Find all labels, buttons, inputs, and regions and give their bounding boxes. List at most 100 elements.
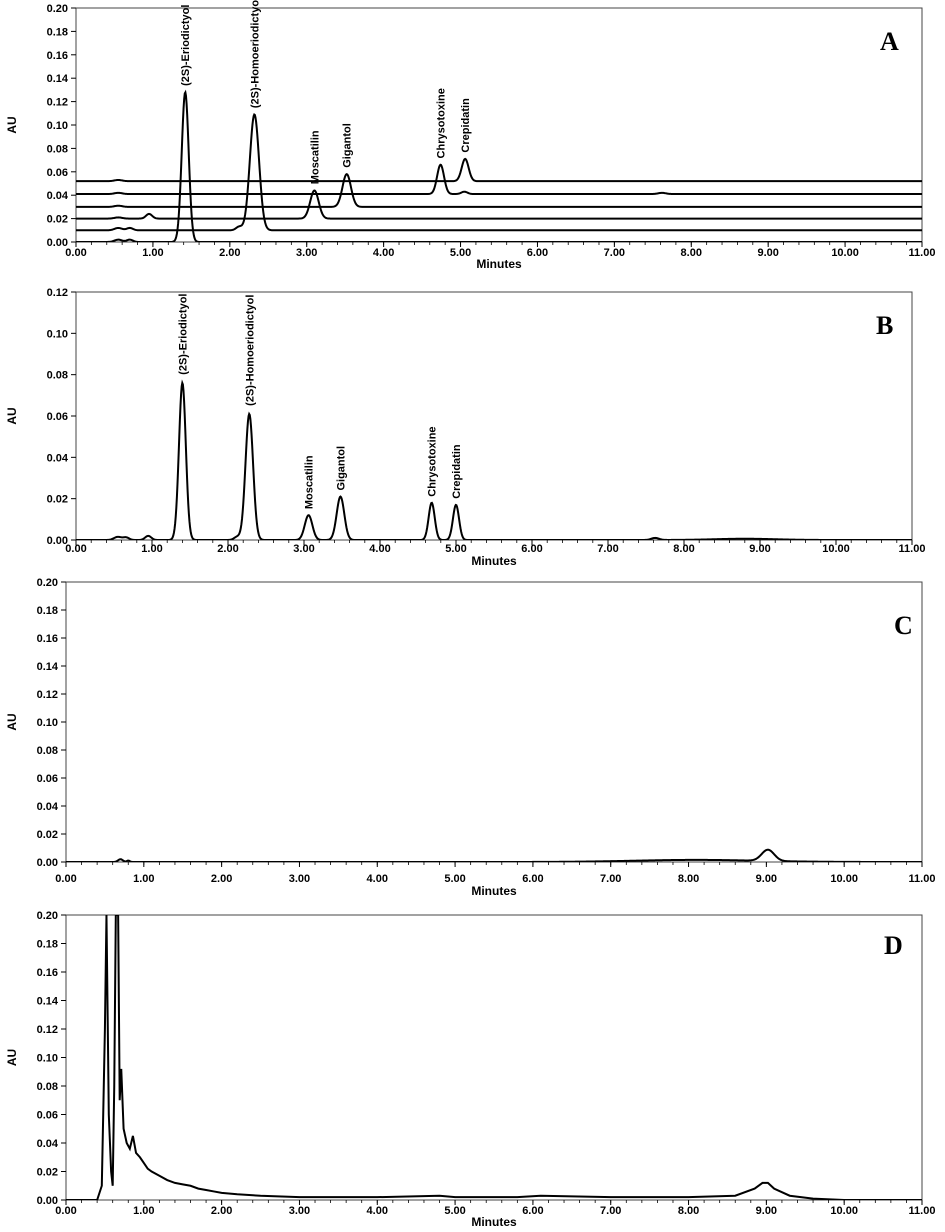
y-tick-label: 0.14 xyxy=(37,996,59,1008)
y-tick-label: 0.16 xyxy=(37,967,58,979)
y-tick-label: 0.08 xyxy=(47,370,68,382)
panel-d: 0.00 0.02 0.04 0.06 0.08 0.10 0.12 0.14 0.16 0.18… xyxy=(5,910,935,1229)
y-tick-label: 0.10 xyxy=(37,1053,58,1065)
chromatogram-trace xyxy=(76,112,922,232)
y-tick-label: 0.00 xyxy=(47,535,68,547)
x-tick-label: 5.00 xyxy=(450,247,471,259)
x-tick-label: 3.00 xyxy=(293,543,314,555)
x-tick-label: 4.00 xyxy=(367,1205,388,1217)
chromatogram-trace xyxy=(66,915,922,1200)
panel-b: 0.00 0.02 0.04 0.06 0.08 0.10 0.12 0.00 1.00 2.00… xyxy=(5,287,925,568)
peak-label: Moscatilin xyxy=(309,130,321,184)
y-tick-label: 0.20 xyxy=(37,910,58,922)
chromatogram-trace xyxy=(76,379,912,540)
peak-label: Crepidatin xyxy=(451,444,463,499)
x-tick-label: 7.00 xyxy=(600,873,621,885)
y-tick-label: 0.08 xyxy=(37,745,58,757)
y-tick-label: 0.12 xyxy=(47,97,68,109)
y-tick-label: 0.18 xyxy=(37,939,58,951)
y-axis-title: AU xyxy=(5,713,19,730)
x-axis-title: Minutes xyxy=(471,554,517,568)
x-tick-label: 3.00 xyxy=(289,1205,310,1217)
y-tick-label: 0.20 xyxy=(37,577,58,589)
x-tick-label: 9.00 xyxy=(756,1205,777,1217)
x-tick-label: 1.00 xyxy=(133,873,154,885)
x-tick-label: 2.00 xyxy=(217,543,238,555)
x-tick-label: 5.00 xyxy=(445,543,466,555)
x-tick-label: 0.00 xyxy=(55,1205,76,1217)
plot-frame xyxy=(65,914,923,1201)
x-tick-label: 1.00 xyxy=(142,247,163,259)
x-axis-title: Minutes xyxy=(471,884,517,898)
x-tick-label: 10.00 xyxy=(831,247,859,259)
peak-label: Gigantol xyxy=(342,123,354,168)
y-tick-label: 0.04 xyxy=(47,452,69,464)
panel-letter: B xyxy=(876,311,893,340)
x-tick-label: 6.00 xyxy=(522,1205,543,1217)
x-tick-label: 11.00 xyxy=(909,873,936,885)
x-tick-label: 11.00 xyxy=(909,1205,936,1217)
y-tick-label: 0.08 xyxy=(47,143,68,155)
y-tick-label: 0.02 xyxy=(37,1167,58,1179)
x-tick-label: 7.00 xyxy=(600,1205,621,1217)
y-tick-label: 0.20 xyxy=(47,3,68,15)
y-axis-title: AU xyxy=(5,1049,19,1066)
y-tick-label: 0.04 xyxy=(37,1138,59,1150)
y-tick-label: 0.16 xyxy=(37,633,58,645)
x-tick-label: 9.00 xyxy=(756,873,777,885)
x-tick-label: 6.00 xyxy=(521,543,542,555)
peak-label: (2S)-Homoeriodictyol xyxy=(249,0,261,108)
panel-letter: D xyxy=(884,931,903,960)
y-tick-label: 0.00 xyxy=(37,1195,58,1207)
x-tick-label: 2.00 xyxy=(219,247,240,259)
y-tick-label: 0.10 xyxy=(47,120,68,132)
x-tick-label: 8.00 xyxy=(681,247,702,259)
x-tick-label: 4.00 xyxy=(369,543,390,555)
peak-label: Crepidatin xyxy=(460,98,472,153)
x-tick-label: 3.00 xyxy=(296,247,317,259)
x-tick-label: 1.00 xyxy=(141,543,162,555)
y-tick-label: 0.02 xyxy=(37,829,58,841)
chromatogram-trace xyxy=(76,189,922,220)
y-tick-label: 0.00 xyxy=(37,857,58,869)
chromatogram-trace xyxy=(76,172,922,208)
x-tick-label: 5.00 xyxy=(444,873,465,885)
chromatogram-trace xyxy=(76,157,922,183)
peak-label: Moscatilin xyxy=(304,455,316,509)
y-axis-title: AU xyxy=(5,116,19,133)
x-tick-label: 9.00 xyxy=(749,543,770,555)
y-tick-label: 0.06 xyxy=(37,773,58,785)
x-tick-label: 11.00 xyxy=(899,543,926,555)
x-tick-label: 2.00 xyxy=(211,873,232,885)
x-tick-label: 8.00 xyxy=(678,1205,699,1217)
y-tick-label: 0.18 xyxy=(37,605,58,617)
y-tick-label: 0.04 xyxy=(47,190,69,202)
peak-label: Chrysotoxine xyxy=(436,88,448,158)
x-axis-title: Minutes xyxy=(476,257,522,271)
x-tick-label: 2.00 xyxy=(211,1205,232,1217)
x-tick-label: 7.00 xyxy=(597,543,618,555)
peak-label: Chrysotoxine xyxy=(427,426,439,496)
x-tick-label: 8.00 xyxy=(678,873,699,885)
chromatogram-trace xyxy=(76,163,922,196)
x-tick-label: 0.00 xyxy=(65,543,86,555)
y-tick-label: 0.06 xyxy=(37,1110,58,1122)
peak-label: Gigantol xyxy=(335,446,347,491)
y-axis-title: AU xyxy=(5,407,19,424)
x-tick-label: 10.00 xyxy=(830,1205,858,1217)
x-axis-title: Minutes xyxy=(471,1215,517,1229)
x-tick-label: 1.00 xyxy=(133,1205,154,1217)
y-tick-label: 0.02 xyxy=(47,494,68,506)
plot-frame xyxy=(65,581,923,863)
x-tick-label: 0.00 xyxy=(55,873,76,885)
plot-frame xyxy=(75,291,913,541)
y-tick-label: 0.18 xyxy=(47,26,68,38)
y-tick-label: 0.02 xyxy=(47,214,68,226)
panel-letter: A xyxy=(880,27,899,56)
y-tick-label: 0.00 xyxy=(47,237,68,249)
peak-label: (2S)-Homoeriodictyol xyxy=(244,295,256,406)
x-tick-label: 6.00 xyxy=(522,873,543,885)
y-tick-label: 0.10 xyxy=(37,717,58,729)
panel-a: 0.00 0.02 0.04 0.06 0.08 0.10 0.12 0.14 0.16 0.18… xyxy=(5,0,935,271)
